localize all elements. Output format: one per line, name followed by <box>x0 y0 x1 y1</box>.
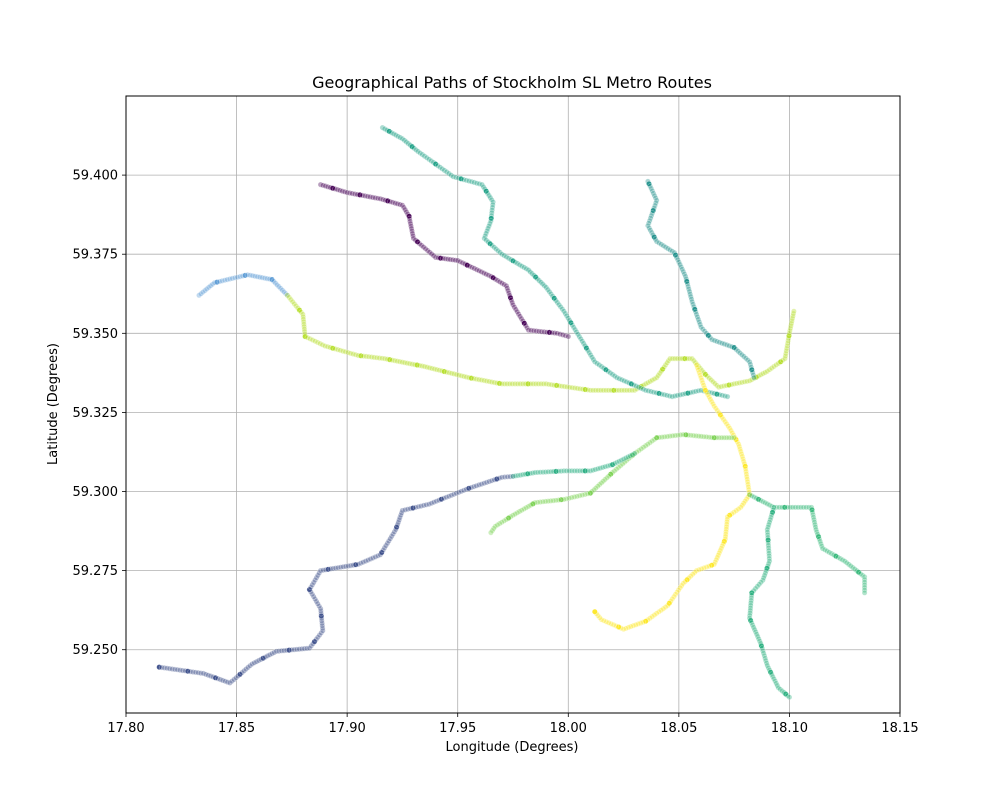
route-point <box>207 282 214 289</box>
route-point <box>274 281 280 288</box>
route-point <box>201 287 208 294</box>
route-point <box>786 694 793 701</box>
y-tick-label: 59.300 <box>73 485 119 500</box>
route-point <box>779 688 785 694</box>
route-point <box>529 270 535 277</box>
route-point <box>602 476 608 483</box>
route-point <box>705 332 712 339</box>
chart-title: Geographical Paths of Stockholm SL Metro… <box>312 73 712 92</box>
route-point <box>752 585 759 592</box>
route-series <box>645 178 757 381</box>
route-series <box>510 450 638 480</box>
route-series <box>592 362 753 633</box>
route-point <box>791 308 797 315</box>
route-series <box>746 504 793 701</box>
route-series <box>317 181 572 340</box>
route-point <box>488 529 494 536</box>
route-point <box>509 299 516 306</box>
route-point <box>775 684 782 691</box>
route-point <box>724 393 731 400</box>
route-point <box>501 474 508 480</box>
route-point <box>777 686 784 693</box>
route-point <box>849 564 856 571</box>
route-point <box>488 209 495 216</box>
axes-frame <box>125 95 901 714</box>
x-tick-label: 17.85 <box>218 721 255 736</box>
route-point <box>413 146 419 153</box>
route-point <box>565 333 572 340</box>
grid <box>125 96 901 713</box>
x-tick-label: 17.95 <box>439 721 476 736</box>
route-point <box>751 374 757 381</box>
route-point <box>592 608 598 615</box>
route-point <box>409 143 415 150</box>
route-point <box>277 285 284 292</box>
route-point <box>600 478 607 484</box>
route-point <box>596 481 603 488</box>
route-point <box>405 140 412 147</box>
route-point <box>196 292 202 299</box>
route-point <box>536 277 542 284</box>
route-point <box>198 290 204 297</box>
route-point <box>784 692 791 699</box>
route-point <box>269 276 275 283</box>
y-tick-label: 59.325 <box>73 406 119 421</box>
x-tick-label: 17.90 <box>329 721 366 736</box>
y-tick-label: 59.350 <box>73 327 119 342</box>
x-tick-label: 18.00 <box>550 721 587 736</box>
x-tick-label: 18.05 <box>660 721 697 736</box>
route-point <box>538 279 544 286</box>
y-tick-label: 59.375 <box>73 248 119 263</box>
y-axis-label: Latitude (Degrees) <box>46 343 61 465</box>
route-point <box>861 590 868 596</box>
plot-area <box>156 124 868 701</box>
route-point <box>270 278 277 285</box>
route-point <box>499 474 505 481</box>
route-point <box>593 485 599 491</box>
x-axis-label: Longitude (Degrees) <box>445 740 578 755</box>
route-point <box>205 284 212 291</box>
route-series <box>196 271 291 299</box>
route-point <box>541 282 548 289</box>
y-tick-label: 59.400 <box>73 169 119 184</box>
route-point <box>760 577 766 583</box>
route-series <box>284 292 797 394</box>
route-point <box>279 287 286 293</box>
route-point <box>631 450 638 457</box>
x-tick-label: 17.80 <box>107 721 144 736</box>
route-point <box>700 326 706 332</box>
y-tick-label: 59.275 <box>73 564 119 579</box>
route-point <box>403 139 410 145</box>
route-point <box>606 473 612 479</box>
route-point <box>754 583 761 590</box>
route-series <box>488 431 737 536</box>
x-tick-label: 18.15 <box>881 721 918 736</box>
route-point <box>532 274 539 280</box>
route-point <box>525 267 532 273</box>
route-point <box>527 268 534 275</box>
route-point <box>281 288 287 295</box>
route-series <box>156 473 516 686</box>
route-series <box>379 124 731 400</box>
route-point <box>401 137 408 144</box>
route-point <box>272 280 279 286</box>
route-point <box>282 290 289 297</box>
route-point <box>782 691 789 697</box>
x-tick-label: 18.10 <box>771 721 808 736</box>
ticks: 17.80 17.85 17.90 17.95 18.00 18.05 18.10 18.15… <box>73 169 919 736</box>
y-tick-label: 59.250 <box>73 643 119 658</box>
